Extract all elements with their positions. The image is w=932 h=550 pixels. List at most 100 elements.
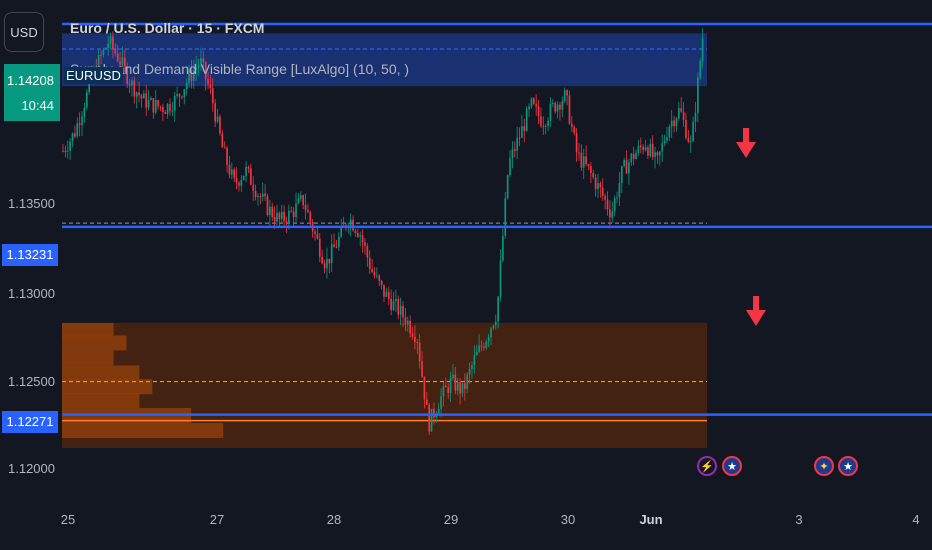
candle (128, 83, 131, 86)
candle (609, 209, 611, 218)
candle (145, 93, 148, 108)
candle (366, 246, 369, 258)
candle (689, 141, 692, 143)
us-flag-icon[interactable]: ★ (722, 456, 742, 476)
candle (352, 219, 354, 231)
candle (88, 79, 90, 93)
candle (121, 57, 124, 65)
candle (687, 138, 690, 142)
candle (271, 206, 274, 218)
candle (138, 92, 140, 96)
down-arrow-icon (753, 296, 759, 312)
candle (261, 193, 264, 197)
candle (226, 147, 228, 165)
candle (466, 374, 469, 389)
candle (376, 275, 378, 277)
candle (530, 98, 533, 107)
candle (335, 247, 338, 249)
indicator-label[interactable]: Supply and Demand Visible Range [LuxAlgo… (70, 61, 410, 77)
candle (623, 159, 625, 167)
candle (119, 61, 121, 65)
candle (392, 300, 395, 311)
candle (252, 184, 255, 191)
candle (497, 296, 499, 322)
candle (542, 126, 545, 128)
candle (259, 195, 262, 197)
x-axis-tick: 3 (795, 512, 803, 527)
candle (525, 109, 528, 131)
candle (368, 257, 371, 269)
candle (416, 341, 419, 343)
currency-button[interactable]: USD (4, 12, 44, 52)
candle (107, 43, 110, 49)
candle (464, 383, 466, 389)
lightning-icon[interactable]: ⚡ (697, 456, 717, 476)
candle (254, 190, 257, 198)
candle (171, 110, 174, 112)
candle (71, 133, 74, 142)
candle (647, 147, 649, 156)
candle (102, 49, 105, 56)
candle (625, 159, 628, 174)
candle (333, 244, 335, 248)
candle (492, 325, 495, 329)
candle (544, 126, 547, 128)
candle (214, 103, 217, 122)
candle (551, 102, 554, 104)
candle (673, 120, 675, 127)
volume-profile-bar (62, 392, 140, 408)
candle (349, 219, 352, 226)
eu-flag-icon[interactable]: ✦ (814, 456, 834, 476)
candle (242, 175, 245, 180)
candle (540, 116, 542, 127)
price-label-level: 1.13231 (2, 244, 58, 266)
candle (209, 84, 212, 89)
candle (597, 183, 599, 189)
us-flag-icon[interactable]: ★ (838, 456, 858, 476)
candle (452, 374, 454, 379)
y-axis-tick: 1.12500 (8, 374, 55, 389)
candle (459, 381, 461, 394)
candle (304, 205, 307, 211)
candle (202, 58, 205, 63)
candle (280, 211, 283, 220)
candle (340, 225, 343, 237)
candle (504, 198, 507, 236)
candle (169, 103, 171, 111)
candle (173, 95, 176, 111)
candle (295, 203, 297, 218)
candle (444, 385, 447, 388)
candle (140, 95, 143, 99)
volume-profile-bar (62, 335, 127, 351)
candle (123, 57, 126, 67)
candle (264, 193, 266, 197)
candle (81, 116, 83, 125)
candle (428, 405, 431, 432)
candle (594, 177, 597, 189)
candle (685, 119, 687, 139)
candle (74, 133, 76, 137)
candle (599, 183, 602, 188)
candle (266, 196, 269, 216)
candle (430, 409, 433, 432)
candle (637, 145, 640, 153)
candle (513, 149, 516, 151)
candle (680, 108, 683, 112)
candle (185, 82, 188, 90)
x-axis-tick: Jun (639, 512, 663, 527)
candle (414, 336, 416, 342)
candle (549, 103, 552, 121)
candle (337, 236, 340, 248)
candle (490, 328, 492, 338)
candle (292, 211, 295, 218)
candle (471, 365, 473, 370)
symbol-title[interactable]: Euro / U.S. Dollar · 15 · FXCM (70, 20, 265, 36)
candle (357, 232, 359, 237)
candle (126, 66, 129, 84)
candle (613, 198, 616, 212)
candle (302, 195, 304, 206)
symbol-tag: EURUSD (64, 67, 123, 84)
candle (620, 166, 623, 184)
candle (321, 256, 324, 264)
